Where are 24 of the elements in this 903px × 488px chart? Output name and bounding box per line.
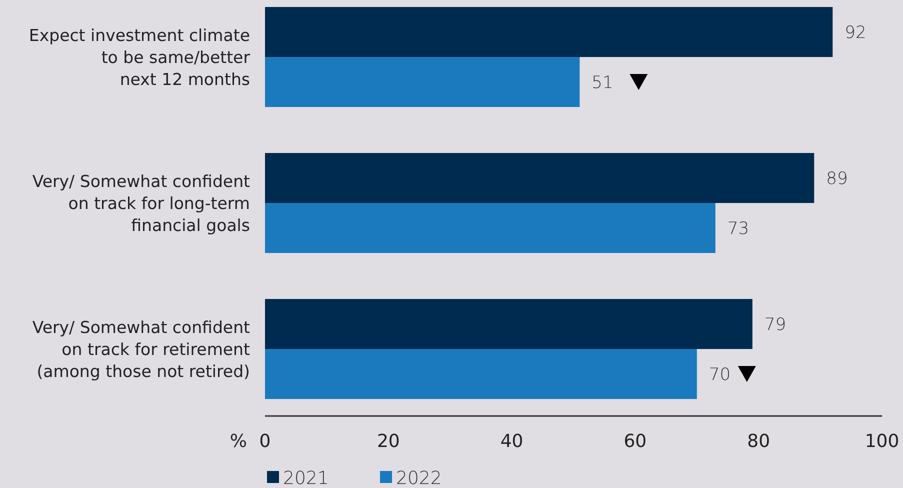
legend-label: 2021: [283, 468, 329, 488]
x-tick-label: 100: [864, 431, 900, 452]
bar: [265, 7, 833, 58]
data-label: 70: [708, 365, 731, 385]
y-tick-label: Expect investment climate to be same/better next 12 months: [28, 26, 250, 90]
x-tick-label: 20: [376, 431, 400, 452]
data-label: 51: [592, 73, 614, 94]
bar: [265, 57, 580, 108]
bar: [265, 152, 814, 203]
data-label: 92: [844, 23, 866, 43]
x-tick-label: 60: [624, 431, 647, 452]
x-tick-label: 0: [259, 431, 271, 452]
data-label: 79: [764, 314, 786, 335]
x-tick-label: 40: [500, 431, 524, 452]
legend-label: 2022: [396, 468, 442, 488]
x-axis-title: %: [230, 431, 247, 452]
data-label: 89: [826, 169, 848, 189]
x-tick-label: 80: [747, 431, 770, 452]
data-label: 73: [727, 219, 750, 239]
y-tick-label: Very/ Somewhat confident on track for retirement (among those not retired): [32, 318, 251, 381]
bar: [265, 348, 697, 399]
y-tick-label: Very/ Somewhat confident on track for long-term financial goals: [32, 172, 251, 235]
bar: [265, 203, 716, 254]
bar: [265, 298, 752, 349]
